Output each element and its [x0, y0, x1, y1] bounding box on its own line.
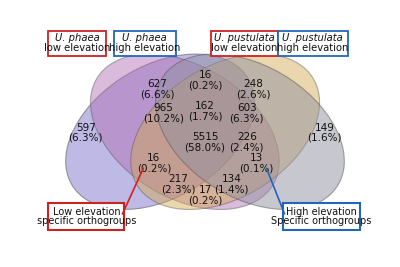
Ellipse shape — [90, 54, 279, 210]
Text: High elevation: High elevation — [286, 207, 357, 217]
Text: (10.2%): (10.2%) — [143, 113, 184, 123]
Text: (6.6%): (6.6%) — [140, 90, 174, 100]
Text: 217: 217 — [169, 174, 188, 184]
Text: (6.3%): (6.3%) — [68, 133, 103, 143]
Text: 16: 16 — [198, 70, 212, 80]
Text: U. phaea: U. phaea — [122, 33, 167, 43]
Text: 965: 965 — [153, 103, 173, 113]
Text: U. pustulata: U. pustulata — [282, 33, 343, 43]
Text: 5515: 5515 — [192, 132, 218, 142]
Text: 226: 226 — [237, 132, 257, 142]
FancyBboxPatch shape — [211, 31, 278, 56]
Ellipse shape — [156, 54, 344, 210]
Text: 134: 134 — [222, 174, 241, 184]
Text: (0.2%): (0.2%) — [188, 196, 222, 206]
Text: high elevation: high elevation — [109, 43, 180, 53]
Text: U. phaea: U. phaea — [55, 33, 100, 43]
Text: (1.4%): (1.4%) — [214, 184, 249, 194]
Text: Specific orthogroups: Specific orthogroups — [271, 216, 372, 226]
Text: (58.0%): (58.0%) — [184, 142, 226, 152]
Text: (2.6%): (2.6%) — [236, 90, 270, 100]
Text: 17: 17 — [198, 185, 212, 195]
Text: (2.4%): (2.4%) — [230, 142, 264, 152]
Text: (2.3%): (2.3%) — [162, 184, 196, 194]
Text: 162: 162 — [195, 101, 215, 111]
FancyBboxPatch shape — [48, 203, 124, 230]
Text: 597: 597 — [76, 123, 96, 133]
Text: 13: 13 — [250, 154, 263, 163]
Text: specific orthogroups: specific orthogroups — [37, 216, 136, 226]
Text: 16: 16 — [147, 154, 160, 163]
Ellipse shape — [66, 54, 254, 210]
Ellipse shape — [131, 54, 320, 210]
FancyBboxPatch shape — [278, 31, 348, 56]
Text: 627: 627 — [147, 80, 167, 89]
Text: (6.3%): (6.3%) — [230, 113, 264, 123]
Text: low elevation: low elevation — [211, 43, 278, 53]
Text: U. pustulata: U. pustulata — [214, 33, 275, 43]
Text: low elevation: low elevation — [44, 43, 110, 53]
Text: 248: 248 — [243, 80, 263, 89]
Text: (1.7%): (1.7%) — [188, 111, 222, 121]
Text: (0.1%): (0.1%) — [239, 164, 273, 174]
FancyBboxPatch shape — [282, 203, 360, 230]
Text: 149: 149 — [314, 123, 334, 133]
Text: (0.2%): (0.2%) — [188, 80, 222, 91]
FancyBboxPatch shape — [48, 31, 106, 56]
FancyBboxPatch shape — [114, 31, 176, 56]
Text: Low elevation: Low elevation — [53, 207, 120, 217]
Text: (1.6%): (1.6%) — [307, 133, 342, 143]
Text: 603: 603 — [237, 103, 257, 113]
Text: high elevation: high elevation — [277, 43, 348, 53]
Text: (0.2%): (0.2%) — [137, 164, 171, 174]
